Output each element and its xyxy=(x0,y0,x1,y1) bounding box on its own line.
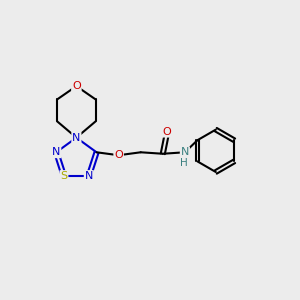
Text: N: N xyxy=(72,133,81,142)
Text: S: S xyxy=(60,171,68,181)
Text: N: N xyxy=(52,147,60,157)
Text: O: O xyxy=(114,150,123,160)
Text: N: N xyxy=(181,147,189,157)
Text: O: O xyxy=(72,81,81,91)
Text: O: O xyxy=(163,127,172,137)
Text: H: H xyxy=(180,158,188,169)
Text: N: N xyxy=(85,171,93,181)
